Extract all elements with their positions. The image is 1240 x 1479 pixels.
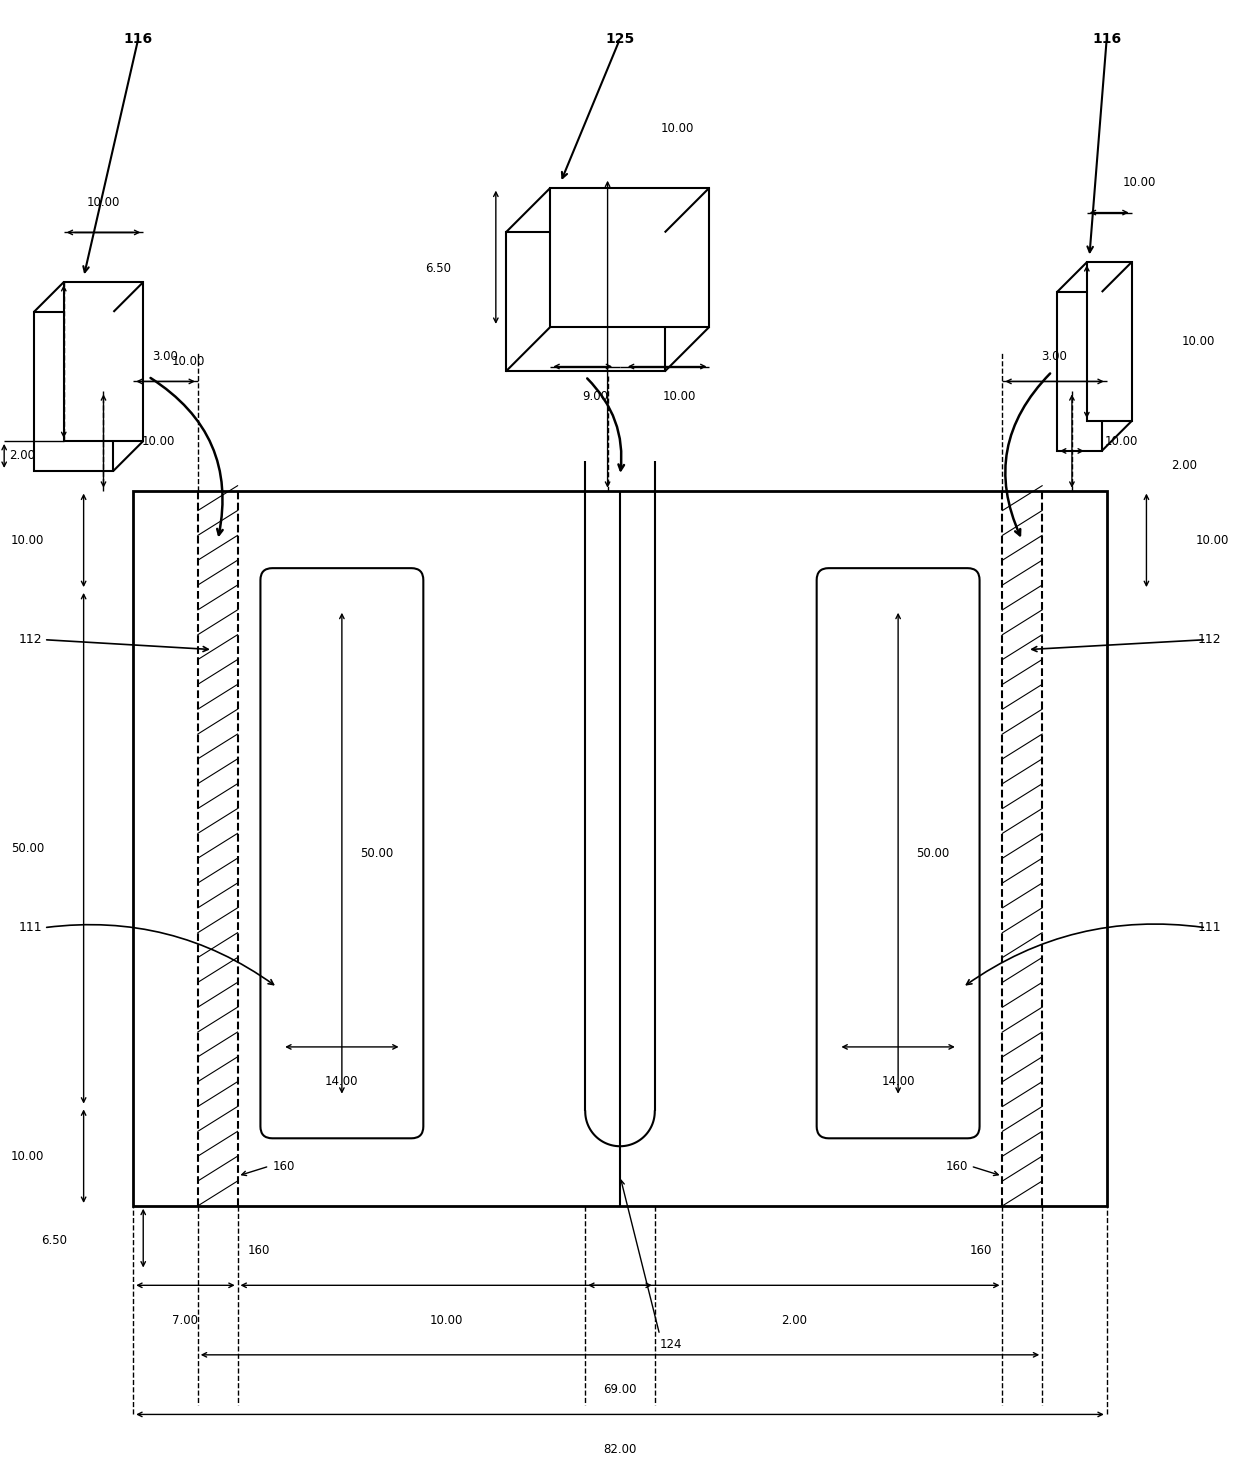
Text: 124: 124 bbox=[660, 1338, 682, 1352]
Text: 3.00: 3.00 bbox=[1042, 351, 1068, 362]
Bar bbox=[63, 282, 144, 441]
Text: 10.00: 10.00 bbox=[10, 534, 43, 547]
Text: 10.00: 10.00 bbox=[87, 197, 120, 209]
Text: 50.00: 50.00 bbox=[916, 847, 950, 859]
Text: 10.00: 10.00 bbox=[1182, 336, 1214, 348]
Text: 10.00: 10.00 bbox=[663, 390, 697, 402]
Text: 6.50: 6.50 bbox=[41, 1233, 67, 1247]
Bar bbox=[33, 312, 113, 470]
Text: 82.00: 82.00 bbox=[604, 1442, 636, 1455]
Text: 14.00: 14.00 bbox=[882, 1075, 915, 1089]
Bar bbox=[1056, 291, 1102, 451]
Text: 112: 112 bbox=[19, 633, 42, 646]
Bar bbox=[133, 491, 1107, 1205]
Text: 69.00: 69.00 bbox=[603, 1383, 637, 1396]
Text: 9.00: 9.00 bbox=[582, 390, 608, 402]
Text: 116: 116 bbox=[1092, 31, 1121, 46]
Text: 2.00: 2.00 bbox=[9, 450, 35, 463]
Text: 3.00: 3.00 bbox=[153, 351, 179, 362]
Text: 2.00: 2.00 bbox=[781, 1313, 807, 1327]
Text: 116: 116 bbox=[124, 31, 153, 46]
Text: 50.00: 50.00 bbox=[360, 847, 393, 859]
Bar bbox=[1086, 262, 1132, 422]
Text: 10.00: 10.00 bbox=[429, 1313, 463, 1327]
Text: 125: 125 bbox=[605, 31, 635, 46]
Text: 112: 112 bbox=[1198, 633, 1221, 646]
Text: 160: 160 bbox=[273, 1160, 295, 1173]
Text: 10.00: 10.00 bbox=[141, 435, 175, 448]
FancyBboxPatch shape bbox=[260, 568, 423, 1139]
Bar bbox=[506, 232, 665, 371]
Bar bbox=[551, 188, 709, 327]
Text: 10.00: 10.00 bbox=[10, 1149, 43, 1162]
FancyBboxPatch shape bbox=[817, 568, 980, 1139]
Text: 160: 160 bbox=[248, 1244, 270, 1257]
Text: 10.00: 10.00 bbox=[1105, 435, 1138, 448]
Text: 14.00: 14.00 bbox=[325, 1075, 358, 1089]
Text: 50.00: 50.00 bbox=[11, 842, 43, 855]
Text: 10.00: 10.00 bbox=[1122, 176, 1156, 189]
Text: 160: 160 bbox=[970, 1244, 992, 1257]
Text: 111: 111 bbox=[19, 921, 42, 935]
Text: 2.00: 2.00 bbox=[1172, 460, 1198, 472]
Text: 160: 160 bbox=[945, 1160, 967, 1173]
Text: 7.00: 7.00 bbox=[172, 1313, 198, 1327]
Text: 10.00: 10.00 bbox=[171, 355, 205, 368]
Text: 111: 111 bbox=[1198, 921, 1221, 935]
Text: 10.00: 10.00 bbox=[661, 121, 694, 135]
Text: 10.00: 10.00 bbox=[1197, 534, 1230, 547]
Text: 6.50: 6.50 bbox=[425, 262, 451, 275]
